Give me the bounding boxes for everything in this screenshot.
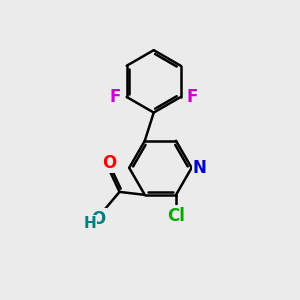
Text: F: F: [186, 88, 198, 106]
Text: N: N: [193, 159, 207, 177]
Text: H: H: [83, 216, 96, 231]
Text: Cl: Cl: [167, 207, 185, 225]
Text: O: O: [102, 154, 116, 172]
Text: F: F: [110, 88, 121, 106]
Text: O: O: [92, 210, 106, 228]
